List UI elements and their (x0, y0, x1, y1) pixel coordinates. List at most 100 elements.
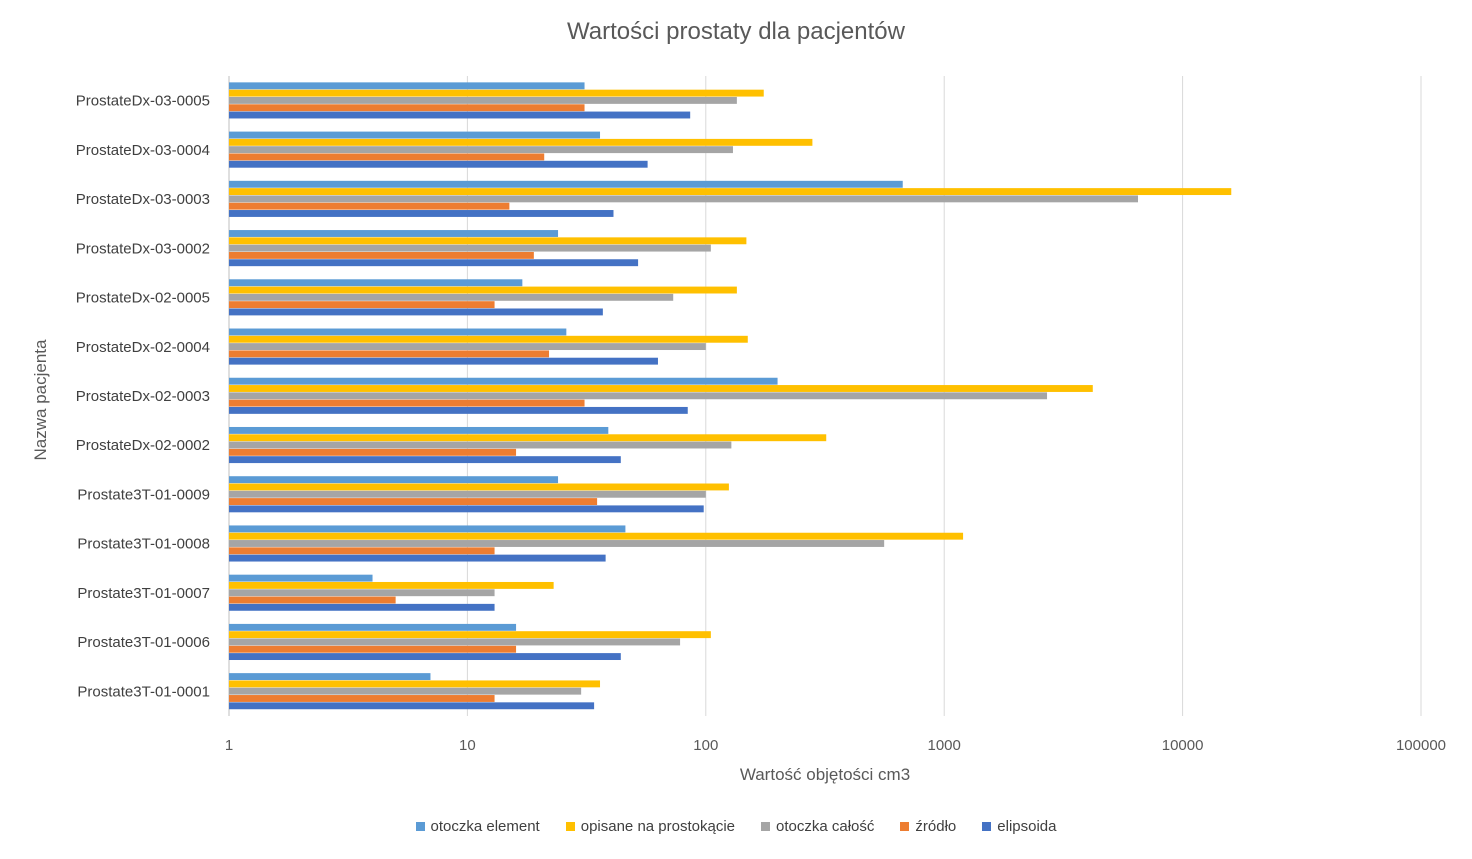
category-label: ProstateDx-03-0003 (76, 191, 210, 208)
bar (229, 210, 614, 217)
bar (229, 687, 582, 695)
category-label: Prostate3T-01-0009 (77, 486, 210, 503)
x-tick-label: 10 (459, 737, 476, 754)
bar (229, 532, 964, 540)
bar (229, 695, 495, 702)
category-label: Prostate3T-01-0007 (77, 585, 210, 602)
bar (229, 195, 1138, 203)
category-label: ProstateDx-02-0004 (76, 339, 210, 356)
bar (229, 476, 559, 484)
bar (229, 160, 648, 168)
legend-swatch (761, 822, 771, 831)
bar (229, 702, 595, 710)
bar (229, 138, 813, 146)
bar (229, 96, 737, 104)
bar (229, 293, 674, 301)
legend-swatch (565, 822, 575, 831)
bar (229, 441, 732, 449)
x-tick-label: 10000 (1162, 737, 1204, 754)
bar (229, 104, 585, 112)
category-label: ProstateDx-03-0002 (76, 240, 210, 257)
bar (229, 673, 431, 681)
bars (229, 82, 1232, 710)
category-label: Prostate3T-01-0008 (77, 536, 210, 553)
bar (229, 188, 1232, 196)
bar (229, 448, 517, 456)
legend-swatch (900, 822, 910, 831)
bar (229, 377, 778, 385)
category-label: Prostate3T-01-0001 (77, 683, 210, 700)
bar (229, 603, 495, 611)
category-label: ProstateDx-03-0005 (76, 93, 210, 110)
bar (229, 653, 621, 661)
bar (229, 230, 559, 237)
bar (229, 540, 885, 547)
legend-label: elipsoida (997, 818, 1057, 835)
x-tick-label: 100 (693, 737, 718, 754)
bar (229, 589, 495, 597)
bar (229, 279, 523, 287)
category-label: ProstateDx-02-0005 (76, 290, 210, 307)
x-axis-label: Wartość objętości cm3 (740, 765, 910, 784)
legend-label: otoczka element (430, 818, 540, 835)
legend: otoczka element opisane na prostokącie oto… (0, 818, 1472, 835)
legend-swatch (982, 822, 992, 831)
bar (229, 645, 517, 653)
bar (229, 131, 601, 139)
legend-item: źródło (900, 818, 956, 835)
legend-item: otoczka element (415, 818, 540, 835)
legend-item: otoczka całość (761, 818, 874, 835)
bar (229, 581, 554, 589)
bar (229, 146, 733, 154)
bar (229, 547, 495, 555)
legend-item: elipsoida (982, 818, 1056, 835)
category-labels: ProstateDx-03-0005 ProstateDx-03-0004 Pros… (76, 93, 210, 701)
bar (229, 434, 827, 442)
category-label: ProstateDx-02-0003 (76, 388, 210, 405)
bar (229, 153, 545, 161)
bar (229, 244, 711, 252)
bar (229, 89, 764, 97)
x-tick-label: 1 (225, 737, 233, 754)
bar (229, 350, 550, 358)
bar (229, 251, 534, 259)
bar (229, 498, 598, 506)
bar (229, 385, 1093, 392)
bar (229, 399, 585, 407)
y-axis-label: Nazwa pacjenta (31, 339, 50, 461)
bar (229, 259, 639, 267)
bar (229, 202, 510, 210)
bar (229, 596, 396, 604)
bar (229, 237, 747, 245)
category-label: ProstateDx-02-0002 (76, 437, 210, 454)
bar (229, 111, 691, 119)
bar (229, 392, 1048, 400)
bar (229, 490, 706, 498)
bar (229, 180, 903, 188)
bar (229, 554, 606, 562)
legend-swatch (415, 822, 425, 831)
chart-title: Wartości prostaty dla pacjentów (567, 18, 905, 45)
legend-item: opisane na prostokącie (565, 818, 735, 835)
legend-label: otoczka całość (776, 818, 875, 835)
bar (229, 406, 688, 414)
category-label: Prostate3T-01-0006 (77, 634, 210, 651)
bar (229, 574, 373, 582)
x-tick-label: 1000 (928, 737, 961, 754)
bar (229, 308, 603, 316)
bar (229, 623, 517, 631)
bar (229, 631, 711, 639)
bar (229, 483, 729, 491)
bar (229, 343, 706, 351)
x-tick-label: 100000 (1396, 737, 1446, 754)
bar (229, 638, 681, 646)
bar (229, 82, 585, 90)
bar (229, 328, 567, 336)
legend-label: źródło (915, 818, 957, 835)
bar (229, 680, 601, 688)
category-label: ProstateDx-03-0004 (76, 142, 210, 159)
bar (229, 335, 748, 343)
bar (229, 426, 609, 434)
bar (229, 456, 621, 464)
